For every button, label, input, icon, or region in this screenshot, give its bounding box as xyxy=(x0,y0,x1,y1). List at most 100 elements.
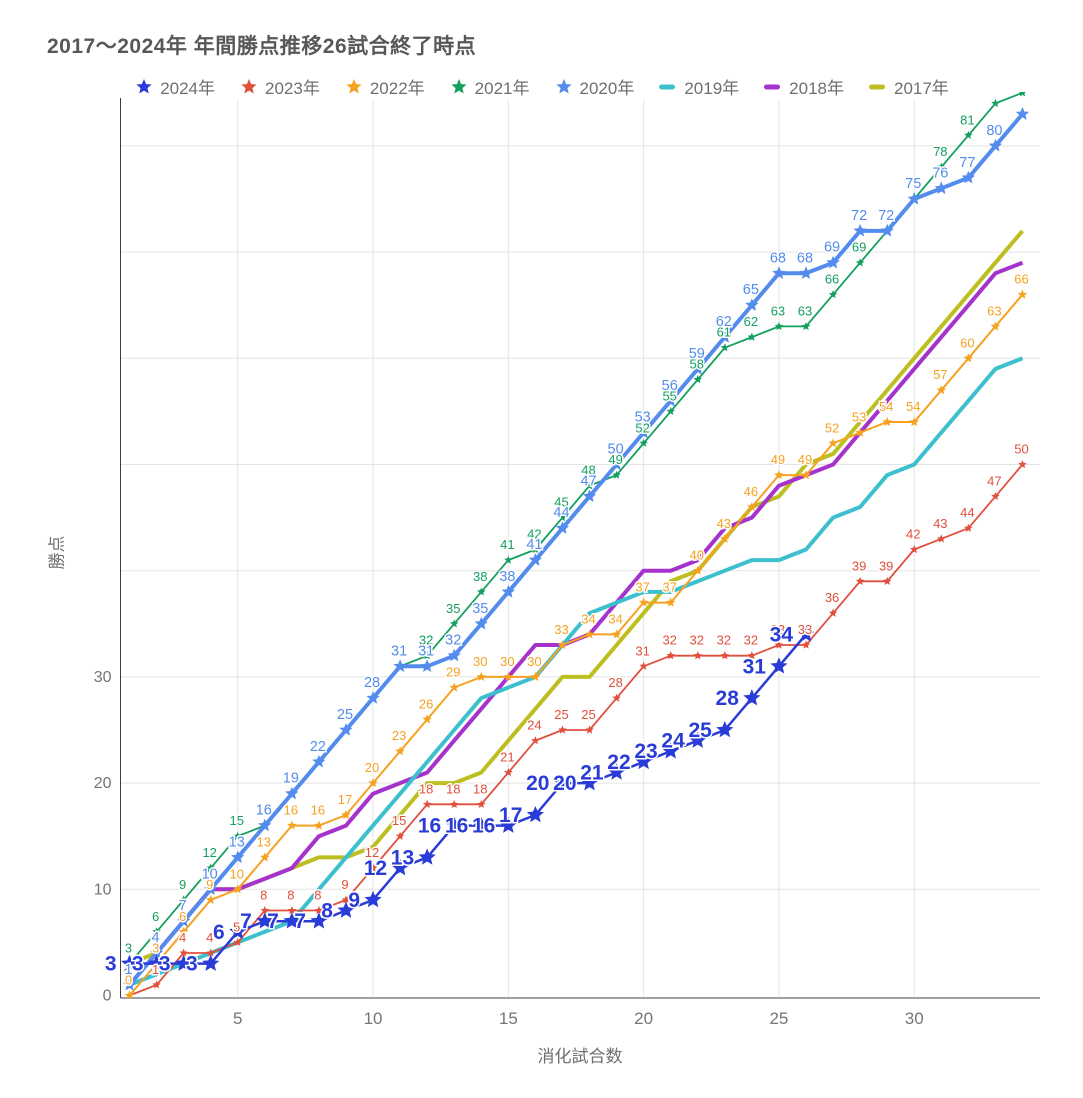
legend-item-2017年: 2017年 xyxy=(868,74,949,99)
svg-text:8: 8 xyxy=(321,900,333,923)
svg-text:49: 49 xyxy=(798,452,812,467)
svg-text:72: 72 xyxy=(851,208,867,224)
svg-text:23: 23 xyxy=(392,728,406,743)
svg-text:53: 53 xyxy=(635,410,651,426)
svg-text:38: 38 xyxy=(473,569,487,584)
svg-text:63: 63 xyxy=(771,303,785,318)
svg-text:7: 7 xyxy=(240,910,252,933)
svg-text:12: 12 xyxy=(202,845,216,860)
svg-text:49: 49 xyxy=(771,452,785,467)
svg-text:18: 18 xyxy=(419,781,433,796)
svg-text:15: 15 xyxy=(392,813,406,828)
svg-text:40: 40 xyxy=(690,548,704,563)
svg-text:9: 9 xyxy=(341,877,348,892)
svg-text:59: 59 xyxy=(689,346,705,362)
svg-text:4: 4 xyxy=(206,930,213,945)
svg-text:4: 4 xyxy=(152,930,160,946)
line-swatch-icon xyxy=(764,84,781,89)
svg-text:33: 33 xyxy=(771,622,785,637)
svg-text:50: 50 xyxy=(1014,442,1028,457)
svg-text:16: 16 xyxy=(418,815,441,838)
svg-text:7: 7 xyxy=(267,910,279,933)
svg-text:66: 66 xyxy=(1014,272,1028,287)
legend-item-2022年: 2022年 xyxy=(344,74,425,99)
svg-text:17: 17 xyxy=(499,804,522,827)
svg-text:45: 45 xyxy=(554,495,568,510)
svg-text:69: 69 xyxy=(852,240,866,255)
svg-text:23: 23 xyxy=(634,740,657,763)
svg-text:34: 34 xyxy=(770,623,794,646)
svg-text:41: 41 xyxy=(526,537,542,553)
svg-text:22: 22 xyxy=(311,739,325,754)
svg-text:72: 72 xyxy=(878,208,894,224)
labels-2021年: 3691215161922252831323538414245484952555… xyxy=(123,111,976,957)
svg-text:19: 19 xyxy=(283,771,299,787)
series-2017年 xyxy=(128,229,1025,966)
star-icon xyxy=(241,78,257,93)
svg-text:37: 37 xyxy=(662,580,676,595)
svg-text:34: 34 xyxy=(581,611,595,626)
svg-text:16: 16 xyxy=(445,815,468,838)
svg-text:20: 20 xyxy=(634,1009,653,1028)
svg-text:75: 75 xyxy=(906,176,920,191)
svg-text:16: 16 xyxy=(284,803,298,818)
svg-text:22: 22 xyxy=(310,739,326,755)
svg-text:3: 3 xyxy=(125,941,132,956)
svg-text:9: 9 xyxy=(348,889,360,912)
svg-text:28: 28 xyxy=(716,687,740,710)
x-tick-labels: 5 10 15 20 25 30 xyxy=(233,1009,924,1028)
svg-text:25: 25 xyxy=(338,707,352,722)
svg-text:52: 52 xyxy=(825,420,839,435)
svg-text:30: 30 xyxy=(527,654,541,669)
svg-text:31: 31 xyxy=(391,643,407,659)
svg-text:10: 10 xyxy=(202,866,218,882)
svg-text:16: 16 xyxy=(311,803,325,818)
svg-text:44: 44 xyxy=(553,505,569,521)
series-lines xyxy=(120,92,1030,998)
x-axis-title: 消化試合数 xyxy=(537,1047,623,1066)
svg-text:21: 21 xyxy=(580,761,604,784)
svg-text:16: 16 xyxy=(256,803,272,819)
svg-text:5: 5 xyxy=(233,919,240,934)
svg-text:7: 7 xyxy=(294,910,306,933)
svg-text:16: 16 xyxy=(472,815,495,838)
svg-text:24: 24 xyxy=(661,730,685,753)
legend-item-2018年: 2018年 xyxy=(763,74,844,99)
svg-text:55: 55 xyxy=(662,388,676,403)
svg-text:80: 80 xyxy=(986,123,1002,139)
svg-text:15: 15 xyxy=(499,1009,518,1028)
svg-text:25: 25 xyxy=(581,707,595,722)
legend-label: 2020年 xyxy=(579,79,635,98)
svg-text:29: 29 xyxy=(446,665,460,680)
svg-text:22: 22 xyxy=(607,751,630,774)
legend-label: 2022年 xyxy=(369,79,425,98)
svg-text:25: 25 xyxy=(769,1009,788,1028)
svg-text:9: 9 xyxy=(179,877,186,892)
svg-text:25: 25 xyxy=(554,707,568,722)
svg-text:32: 32 xyxy=(690,633,704,648)
svg-text:31: 31 xyxy=(635,643,649,658)
star-icon xyxy=(346,78,362,93)
svg-text:5: 5 xyxy=(233,1009,242,1028)
svg-text:13: 13 xyxy=(257,834,271,849)
gridlines xyxy=(120,100,1040,997)
line-swatch-icon xyxy=(659,84,676,89)
svg-text:31: 31 xyxy=(418,643,434,659)
svg-text:18: 18 xyxy=(473,781,487,796)
svg-text:63: 63 xyxy=(987,303,1001,318)
svg-text:28: 28 xyxy=(608,675,622,690)
svg-text:32: 32 xyxy=(445,633,461,649)
svg-text:53: 53 xyxy=(852,410,866,425)
svg-text:49: 49 xyxy=(608,452,622,467)
svg-text:3: 3 xyxy=(105,953,117,976)
svg-text:25: 25 xyxy=(688,719,712,742)
svg-text:13: 13 xyxy=(229,834,245,850)
svg-text:42: 42 xyxy=(906,526,920,541)
svg-text:6: 6 xyxy=(213,921,225,944)
svg-text:7: 7 xyxy=(179,898,187,914)
star-icon xyxy=(136,78,152,93)
svg-text:6: 6 xyxy=(152,909,159,924)
